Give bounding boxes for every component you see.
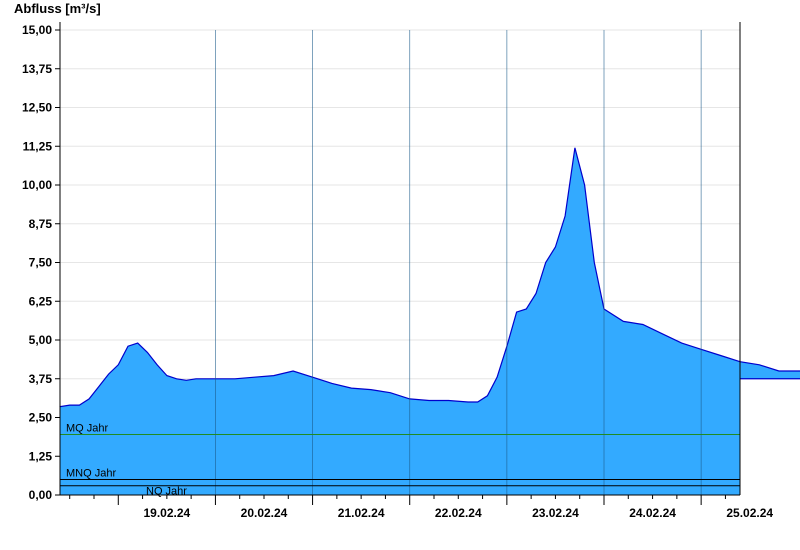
y-tick-label: 12,50 xyxy=(22,101,52,115)
ref-line-label: MQ Jahr xyxy=(66,423,109,435)
y-tick-label: 1,25 xyxy=(29,449,53,463)
y-tick-label: 7,50 xyxy=(29,256,53,270)
y-tick-label: 6,25 xyxy=(29,294,53,308)
y-tick-label: 3,75 xyxy=(29,372,53,386)
x-tick-label: 24.02.24 xyxy=(629,506,676,520)
y-axis-label: Abfluss [m³/s] xyxy=(14,1,101,16)
y-tick-label: 15,00 xyxy=(22,23,52,37)
y-tick-label: 0,00 xyxy=(29,488,53,502)
y-tick-label: 2,50 xyxy=(29,411,53,425)
ref-line-label: MNQ Jahr xyxy=(66,468,116,480)
x-tick-label: 20.02.24 xyxy=(241,506,288,520)
discharge-area xyxy=(60,147,800,495)
x-tick-label: 25.02.24 xyxy=(726,506,773,520)
y-tick-label: 5,00 xyxy=(29,333,53,347)
x-tick-label: 21.02.24 xyxy=(338,506,385,520)
x-tick-label: 22.02.24 xyxy=(435,506,482,520)
y-tick-label: 10,00 xyxy=(22,178,52,192)
y-tick-label: 8,75 xyxy=(29,217,53,231)
x-tick-label: 19.02.24 xyxy=(143,506,190,520)
y-tick-label: 13,75 xyxy=(22,62,52,76)
x-tick-label: 23.02.24 xyxy=(532,506,579,520)
discharge-line xyxy=(59,147,800,408)
y-tick-label: 11,25 xyxy=(23,139,53,153)
